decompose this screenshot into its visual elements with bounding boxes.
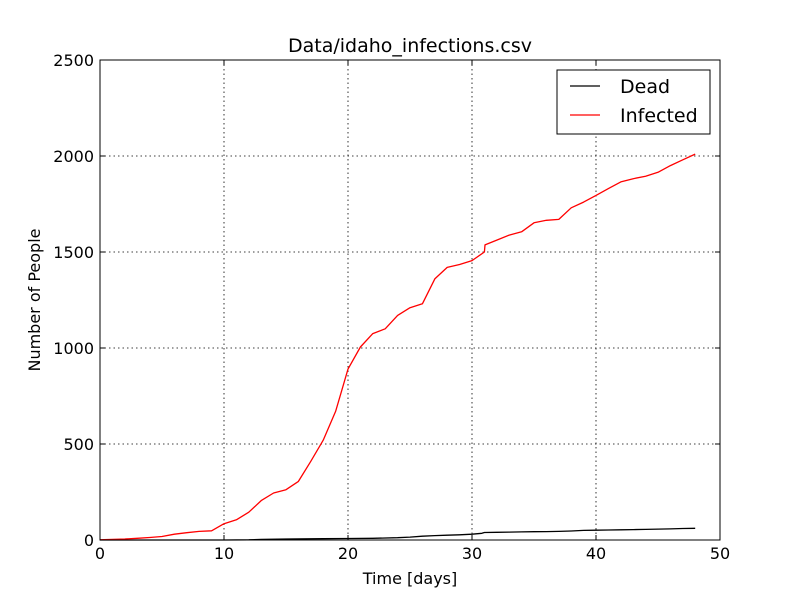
x-tick-label: 30 bbox=[462, 544, 482, 563]
legend: Dead Infected bbox=[556, 69, 711, 135]
y-tick-label: 500 bbox=[63, 435, 94, 454]
chart-title: Data/idaho_infections.csv bbox=[288, 35, 532, 57]
x-axis-label: Time [days] bbox=[362, 569, 458, 588]
y-tick-label: 1000 bbox=[53, 339, 94, 358]
legend-label-infected: Infected bbox=[620, 105, 698, 127]
y-axis-label: Number of People bbox=[25, 228, 44, 371]
x-tick-label: 50 bbox=[710, 544, 730, 563]
legend-label-dead: Dead bbox=[620, 76, 670, 98]
series-lines bbox=[99, 153, 696, 541]
y-tick-label: 1500 bbox=[53, 243, 94, 262]
x-tick-label: 20 bbox=[338, 544, 358, 563]
y-tick-label: 2500 bbox=[53, 51, 94, 70]
grid-lines bbox=[100, 60, 720, 540]
y-tick-label: 2000 bbox=[53, 147, 94, 166]
plot-frame bbox=[99, 59, 721, 541]
x-tick-label: 0 bbox=[95, 544, 105, 563]
legend-box bbox=[556, 69, 711, 135]
y-tick-label: 0 bbox=[84, 531, 94, 550]
x-tick-label: 10 bbox=[214, 544, 234, 563]
series-line-dead bbox=[100, 527, 696, 541]
series-line-infected bbox=[99, 153, 696, 541]
x-tick-label: 40 bbox=[586, 544, 606, 563]
